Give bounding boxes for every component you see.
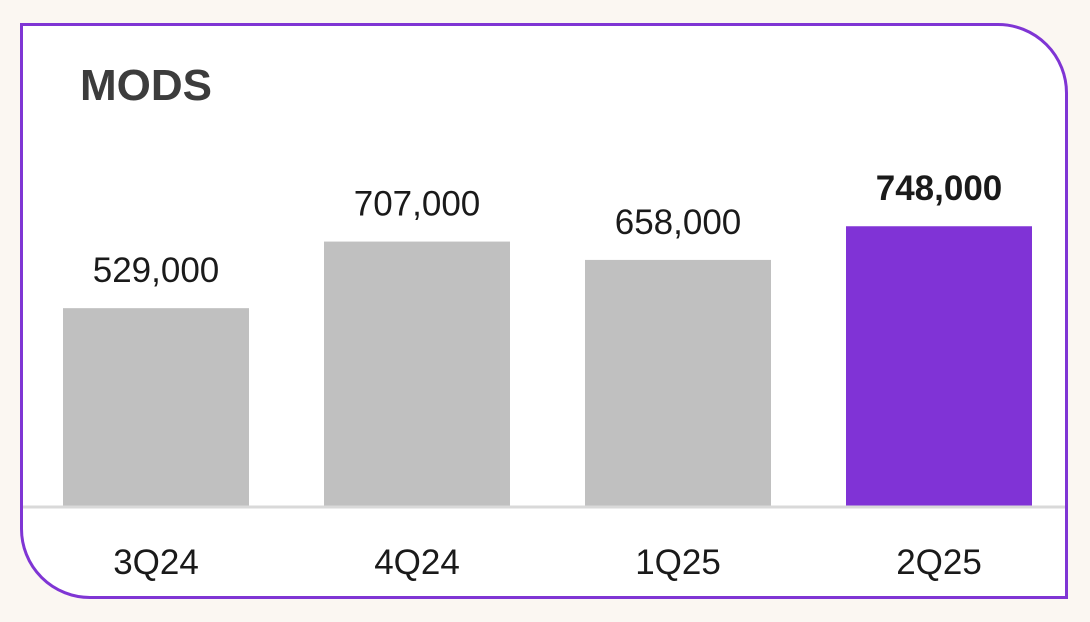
value-label-4Q24: 707,000 (354, 185, 481, 224)
value-label-1Q25: 658,000 (615, 203, 742, 242)
category-label-1Q25: 1Q25 (635, 543, 721, 582)
bar-chart: 529,000 3Q24 707,000 4Q24 658,000 1Q25 748,000… (23, 169, 1065, 582)
bar-1Q25 (585, 259, 771, 506)
chart-card: MODS 529,000 3Q24 707,000 4Q24 658,000 1Q25 74… (20, 23, 1068, 599)
bar-2Q25 (846, 226, 1032, 507)
category-label-4Q24: 4Q24 (374, 543, 460, 582)
value-label-3Q24: 529,000 (93, 251, 220, 290)
bar-3Q24 (63, 308, 249, 506)
bar-4Q24 (324, 241, 510, 506)
category-label-2Q25: 2Q25 (896, 543, 982, 582)
chart-title: MODS (80, 61, 212, 110)
value-label-2Q25: 748,000 (876, 169, 1003, 208)
category-label-3Q24: 3Q24 (113, 543, 199, 582)
